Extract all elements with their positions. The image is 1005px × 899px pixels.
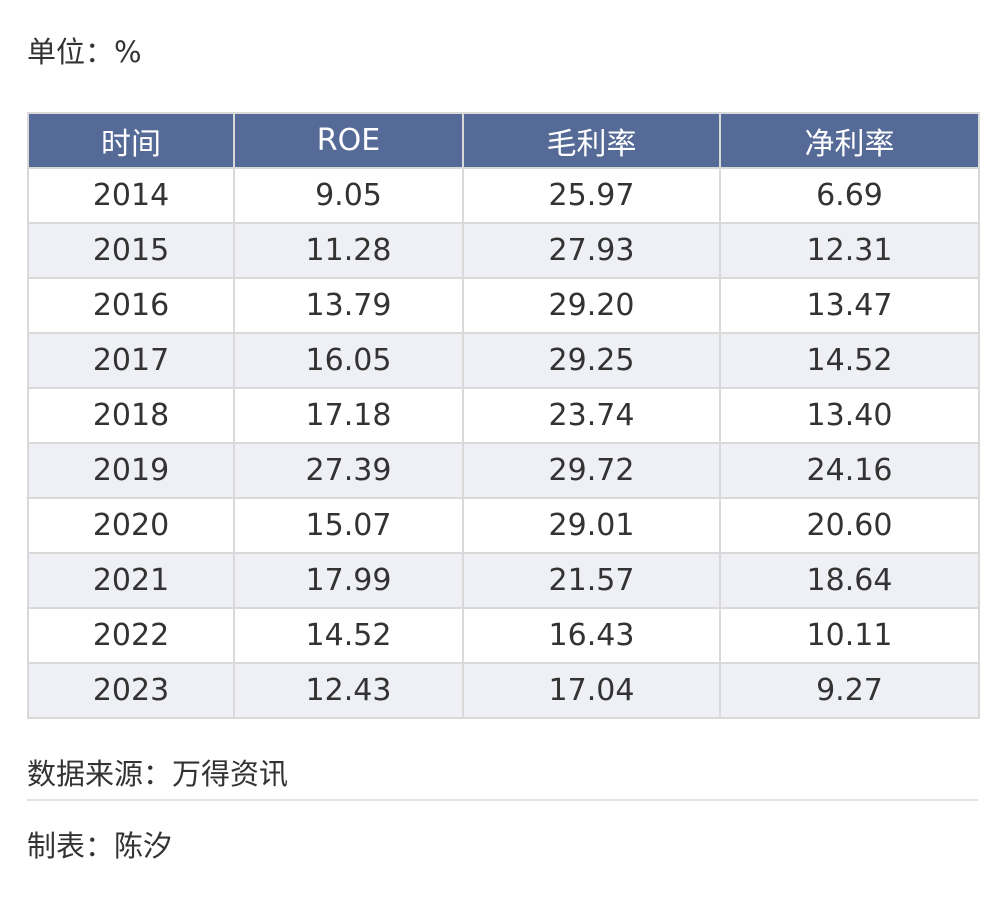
cell-year: 2014	[27, 167, 235, 224]
data-source-label: 数据来源：万得资讯	[27, 757, 289, 791]
data-table: 时间 ROE 毛利率 净利率 2014 9.05 25.97 6.69 2015 11.2…	[27, 112, 980, 719]
cell-year: 2015	[27, 222, 235, 279]
table-body: 2014 9.05 25.97 6.69 2015 11.28 27.93 12.31 2016…	[27, 167, 980, 719]
table-row: 2022 14.52 16.43 10.11	[27, 607, 980, 664]
table-row: 2018 17.18 23.74 13.40	[27, 387, 980, 444]
cell-roe: 17.99	[233, 552, 464, 609]
cell-roe: 16.05	[233, 332, 464, 389]
cell-year: 2020	[27, 497, 235, 554]
cell-roe: 12.43	[233, 662, 464, 719]
cell-year: 2019	[27, 442, 235, 499]
table-header-row: 时间 ROE 毛利率 净利率	[27, 112, 980, 169]
cell-net-margin: 13.40	[719, 387, 980, 444]
cell-net-margin: 13.47	[719, 277, 980, 334]
table-row: 2016 13.79 29.20 13.47	[27, 277, 980, 334]
cell-gross-margin: 29.20	[462, 277, 721, 334]
cell-gross-margin: 29.25	[462, 332, 721, 389]
column-header-net-margin: 净利率	[719, 112, 980, 169]
cell-net-margin: 9.27	[719, 662, 980, 719]
table-row: 2017 16.05 29.25 14.52	[27, 332, 980, 389]
cell-gross-margin: 27.93	[462, 222, 721, 279]
column-header-gross-margin: 毛利率	[462, 112, 721, 169]
table-row: 2015 11.28 27.93 12.31	[27, 222, 980, 279]
column-header-roe: ROE	[233, 112, 464, 169]
table-maker-label: 制表：陈汐	[27, 829, 173, 863]
cell-net-margin: 6.69	[719, 167, 980, 224]
cell-net-margin: 10.11	[719, 607, 980, 664]
table-row: 2020 15.07 29.01 20.60	[27, 497, 980, 554]
cell-net-margin: 24.16	[719, 442, 980, 499]
table-row: 2023 12.43 17.04 9.27	[27, 662, 980, 719]
cell-net-margin: 14.52	[719, 332, 980, 389]
table-row: 2014 9.05 25.97 6.69	[27, 167, 980, 224]
column-header-time: 时间	[27, 112, 235, 169]
cell-gross-margin: 17.04	[462, 662, 721, 719]
cell-net-margin: 18.64	[719, 552, 980, 609]
cell-year: 2021	[27, 552, 235, 609]
cell-gross-margin: 21.57	[462, 552, 721, 609]
table-row: 2019 27.39 29.72 24.16	[27, 442, 980, 499]
cell-roe: 14.52	[233, 607, 464, 664]
cell-roe: 15.07	[233, 497, 464, 554]
cell-year: 2017	[27, 332, 235, 389]
unit-label: 单位：%	[27, 35, 142, 69]
cell-gross-margin: 29.72	[462, 442, 721, 499]
cell-year: 2022	[27, 607, 235, 664]
cell-year: 2018	[27, 387, 235, 444]
cell-roe: 9.05	[233, 167, 464, 224]
cell-roe: 27.39	[233, 442, 464, 499]
divider	[27, 799, 978, 801]
cell-roe: 13.79	[233, 277, 464, 334]
table-row: 2021 17.99 21.57 18.64	[27, 552, 980, 609]
cell-gross-margin: 23.74	[462, 387, 721, 444]
cell-net-margin: 12.31	[719, 222, 980, 279]
cell-roe: 11.28	[233, 222, 464, 279]
cell-roe: 17.18	[233, 387, 464, 444]
cell-year: 2023	[27, 662, 235, 719]
cell-year: 2016	[27, 277, 235, 334]
cell-net-margin: 20.60	[719, 497, 980, 554]
cell-gross-margin: 16.43	[462, 607, 721, 664]
cell-gross-margin: 29.01	[462, 497, 721, 554]
cell-gross-margin: 25.97	[462, 167, 721, 224]
